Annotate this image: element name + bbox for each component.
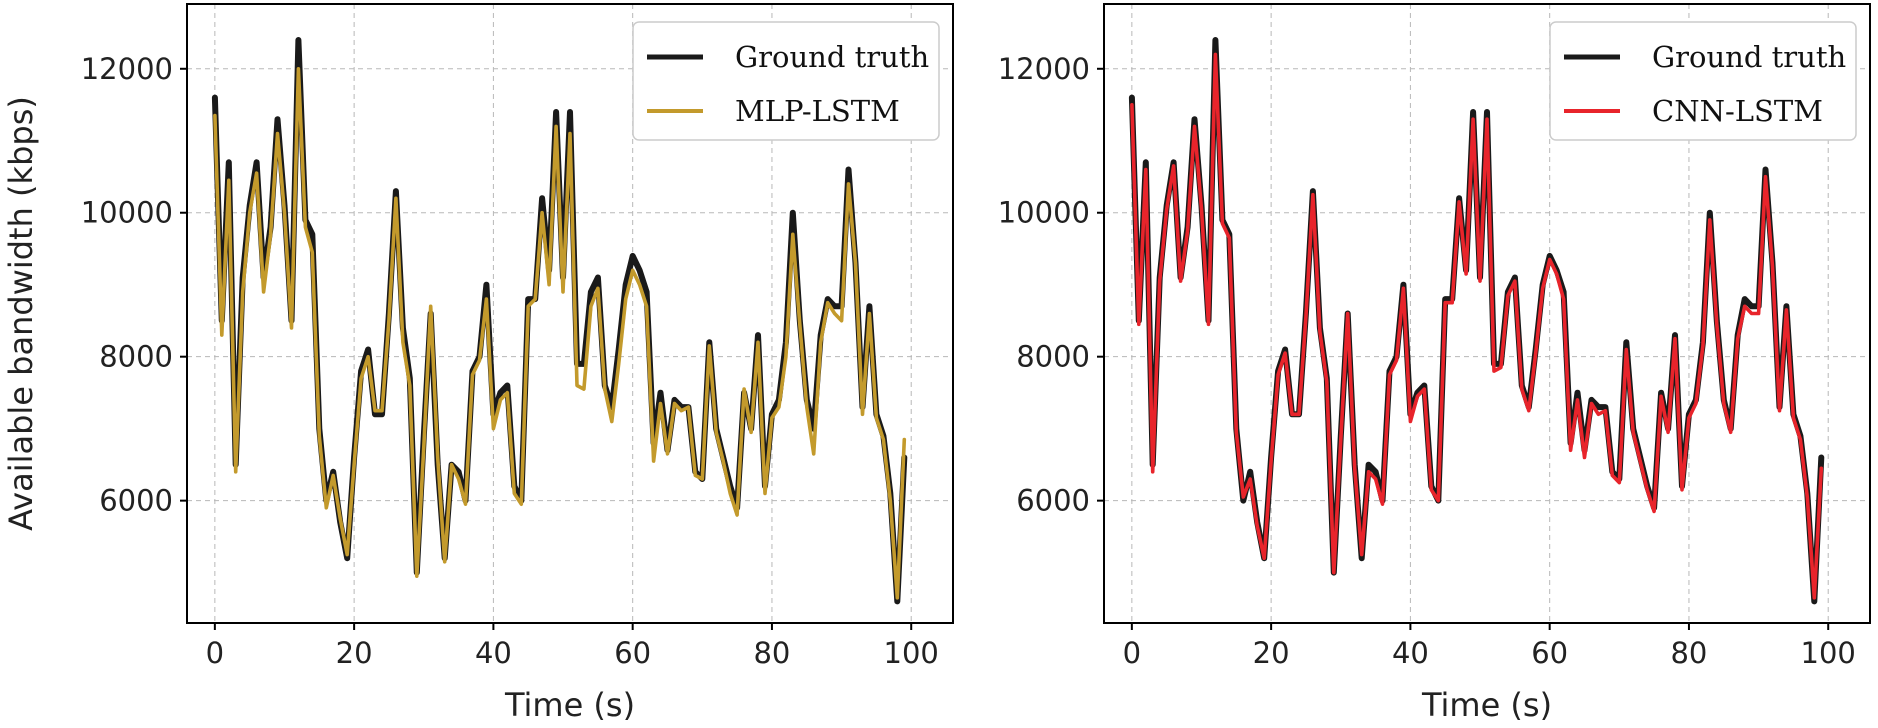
legend-label: MLP-LSTM: [735, 94, 900, 128]
x-tick-label: 60: [1531, 636, 1568, 670]
y-tick-label: 12000: [81, 52, 173, 86]
plot-frame: [1103, 3, 1871, 624]
series-line-mlp-lstm: [213, 67, 907, 600]
x-tick-label: 100: [884, 636, 939, 670]
x-tick-label: 20: [336, 636, 373, 670]
x-tick-label: 20: [1253, 636, 1290, 670]
legend-box: [1549, 21, 1857, 141]
y-tick-label: 12000: [998, 52, 1090, 86]
y-tick-label: 6000: [99, 484, 173, 518]
y-tick-label: 8000: [99, 340, 173, 374]
y-tick-label: 6000: [1016, 484, 1090, 518]
x-tick-label: 0: [206, 636, 224, 670]
y-tick-label: 8000: [1016, 340, 1090, 374]
legend-box: [632, 21, 940, 141]
x-tick-label: 0: [1123, 636, 1141, 670]
right-chart-panel: 0 20 40 60 80 100 6000 8000 10000 12000 Time (s) Gr…: [998, 3, 1871, 724]
x-tick-label: 80: [1670, 636, 1707, 670]
legend-label: CNN-LSTM: [1652, 94, 1823, 128]
legend-label: Ground truth: [735, 40, 929, 74]
x-axis-label: Time (s): [1421, 686, 1552, 724]
x-axis-label: Time (s): [504, 686, 635, 724]
legend: Ground truth MLP-LSTM: [632, 21, 940, 141]
y-tick-label: 10000: [81, 196, 173, 230]
x-tick-label: 40: [475, 636, 512, 670]
legend: Ground truth CNN-LSTM: [1549, 21, 1857, 141]
left-chart-panel: 0 20 40 60 80 100 6000 8000 10000 12000 Time (s) Av…: [2, 3, 954, 724]
x-tick-label: 40: [1392, 636, 1429, 670]
plot-frame: [186, 3, 954, 624]
legend-label: Ground truth: [1652, 40, 1846, 74]
series-line-cnn-lstm: [1130, 52, 1824, 600]
y-axis-label: Available bandwidth (kbps): [2, 96, 40, 531]
y-tick-label: 10000: [998, 196, 1090, 230]
x-tick-label: 60: [614, 636, 651, 670]
x-tick-label: 80: [753, 636, 790, 670]
x-tick-label: 100: [1801, 636, 1856, 670]
